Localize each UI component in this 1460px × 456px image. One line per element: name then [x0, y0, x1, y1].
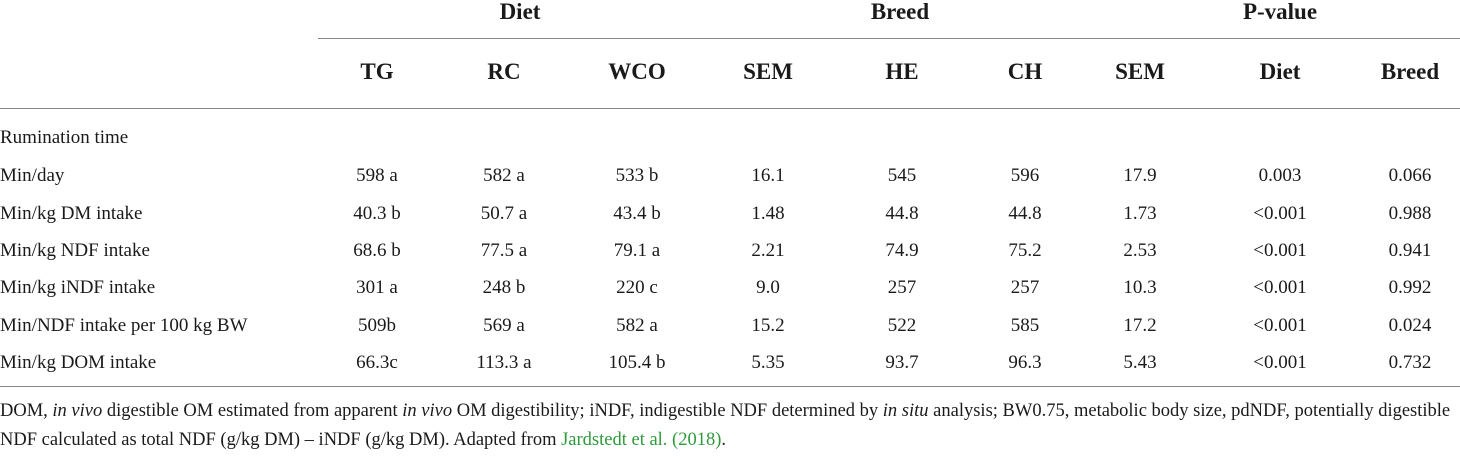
cell-sem-breed: 5.43 [1123, 352, 1157, 373]
footnote-text: analysis; BW0.75, metabolic body size, p… [0, 401, 1451, 450]
table-row: Min/kg NDF intake 68.6 b 77.5 a 79.1 a 2.21 7… [0, 240, 1460, 264]
row-label: Min/kg DM intake [0, 203, 143, 224]
footnote-italic: in vivo [52, 401, 103, 421]
cell-pvalue-breed: 0.988 [1388, 203, 1432, 224]
table-bottom-rule [0, 386, 1460, 387]
cell-pvalue-diet: 0.003 [1258, 165, 1302, 186]
cell-pvalue-diet: <0.001 [1253, 315, 1307, 336]
cell-rc: 50.7 a [480, 203, 528, 224]
cell-ch: 75.2 [1008, 240, 1042, 261]
cell-tg: 66.3c [356, 352, 398, 373]
cell-wco: 582 a [616, 315, 658, 336]
cell-ch: 596 [1010, 165, 1040, 186]
cell-ch: 585 [1010, 315, 1040, 336]
table-row: Min/kg DM intake 40.3 b 50.7 a 43.4 b 1.48 44… [0, 203, 1460, 227]
cell-tg: 40.3 b [353, 203, 401, 224]
cell-wco: 105.4 b [608, 352, 666, 373]
cell-pvalue-breed: 0.024 [1388, 315, 1432, 336]
col-header-he: HE [885, 59, 919, 84]
cell-pvalue-diet: <0.001 [1253, 203, 1307, 224]
col-header-sem-diet: SEM [743, 59, 793, 84]
cell-pvalue-breed: 0.066 [1388, 165, 1432, 186]
row-label: Min/kg DOM intake [0, 352, 157, 373]
footnote-italic: in vivo [402, 401, 453, 421]
cell-pvalue-breed: 0.732 [1388, 352, 1432, 373]
cell-sem-diet: 2.21 [751, 240, 785, 261]
cell-sem-diet: 16.1 [751, 165, 785, 186]
cell-he: 257 [887, 277, 917, 298]
group-underline [318, 38, 1460, 39]
section-label: Rumination time [0, 127, 129, 148]
cell-pvalue-diet: <0.001 [1253, 352, 1307, 373]
cell-tg: 509b [358, 315, 396, 336]
cell-rc: 248 b [482, 277, 526, 298]
header-rule [0, 108, 1460, 109]
footnote-text: digestible OM estimated from apparent [102, 401, 403, 421]
col-header-pvalue-diet: Diet [1259, 59, 1301, 84]
cell-pvalue-breed: 0.992 [1388, 277, 1432, 298]
group-header-breed: Breed [870, 0, 930, 24]
cell-pvalue-diet: <0.001 [1253, 240, 1307, 261]
footnote-text: OM digestibility; iNDF, indigestible NDF… [452, 401, 883, 421]
cell-ch: 44.8 [1008, 203, 1042, 224]
group-header-pvalue: P-value [1242, 0, 1318, 24]
cell-he: 522 [887, 315, 917, 336]
col-header-tg: TG [360, 59, 394, 84]
cell-rc: 113.3 a [476, 352, 532, 373]
col-header-rc: RC [487, 59, 521, 84]
footnote-text: . [721, 430, 727, 450]
table-row: Min/kg DOM intake 66.3c 113.3 a 105.4 b 5.35… [0, 352, 1460, 376]
table-row: Min/NDF intake per 100 kg BW 509b 569 a 582… [0, 315, 1460, 339]
cell-tg: 68.6 b [353, 240, 401, 261]
cell-wco: 533 b [615, 165, 659, 186]
cell-sem-diet: 15.2 [751, 315, 785, 336]
col-header-pvalue-breed: Breed [1380, 59, 1440, 84]
cell-sem-diet: 1.48 [751, 203, 785, 224]
cell-sem-breed: 10.3 [1123, 277, 1157, 298]
cell-he: 93.7 [885, 352, 919, 373]
table-row: Min/day 598 a 582 a 533 b 16.1 545 596 17.9 0.00… [0, 165, 1460, 189]
cell-sem-breed: 17.9 [1123, 165, 1157, 186]
reference-link[interactable]: Jardstedt et al. (2018) [561, 430, 722, 450]
cell-sem-breed: 2.53 [1123, 240, 1157, 261]
cell-wco: 220 c [616, 277, 658, 298]
col-header-ch: CH [1007, 59, 1043, 84]
cell-pvalue-diet: <0.001 [1253, 277, 1307, 298]
cell-ch: 257 [1010, 277, 1040, 298]
footnote-italic: in situ [882, 401, 929, 421]
cell-he: 545 [887, 165, 917, 186]
cell-wco: 43.4 b [613, 203, 661, 224]
table-footnote: DOM, in vivo digestible OM estimated fro… [0, 397, 1460, 455]
cell-tg: 301 a [356, 277, 398, 298]
cell-sem-diet: 9.0 [756, 277, 780, 298]
col-header-sem-breed: SEM [1115, 59, 1165, 84]
cell-he: 44.8 [885, 203, 919, 224]
row-label: Min/kg iNDF intake [0, 277, 156, 298]
group-header-diet: Diet [499, 0, 541, 24]
cell-rc: 569 a [483, 315, 525, 336]
cell-ch: 96.3 [1008, 352, 1042, 373]
col-header-wco: WCO [608, 59, 666, 84]
cell-sem-diet: 5.35 [751, 352, 785, 373]
cell-he: 74.9 [885, 240, 919, 261]
cell-sem-breed: 1.73 [1123, 203, 1157, 224]
footnote-text: DOM, [0, 401, 53, 421]
cell-rc: 77.5 a [480, 240, 528, 261]
table-row: Min/kg iNDF intake 301 a 248 b 220 c 9.0 257 2… [0, 277, 1460, 301]
cell-sem-breed: 17.2 [1123, 315, 1157, 336]
row-label: Min/day [0, 165, 65, 186]
cell-pvalue-breed: 0.941 [1388, 240, 1432, 261]
cell-rc: 582 a [483, 165, 525, 186]
row-label: Min/kg NDF intake [0, 240, 150, 261]
cell-wco: 79.1 a [613, 240, 661, 261]
cell-tg: 598 a [356, 165, 398, 186]
row-label: Min/NDF intake per 100 kg BW [0, 315, 248, 336]
